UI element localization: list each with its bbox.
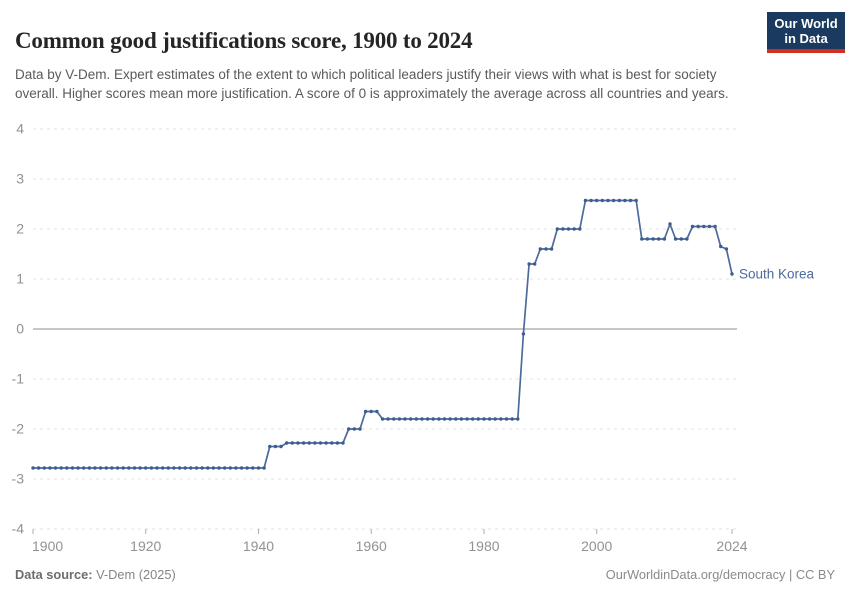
axis-labels-group: 4 3 2 1 0 -1 -2 -3 -4 1900 1920 1940 1960 1980 2000 202…	[12, 121, 748, 555]
y-axis-tick-label: 4	[16, 121, 24, 137]
owid-logo-line1: Our World	[774, 15, 838, 31]
x-axis-tick-label: 1900	[32, 538, 63, 554]
gridlines-group	[33, 128, 737, 530]
chart-title: Common good justifications score, 1900 t…	[15, 28, 473, 54]
y-axis-tick-label: 0	[16, 321, 24, 337]
owid-logo[interactable]: Our World in Data	[767, 12, 845, 53]
y-axis-tick-label: -2	[12, 421, 25, 437]
x-axis-tick-label: 1920	[130, 538, 161, 554]
series-line	[33, 199, 733, 469]
entity-label: South Korea	[739, 267, 815, 282]
x-axis-tick-label: 1960	[356, 538, 387, 554]
y-axis-tick-label: -1	[12, 371, 25, 387]
data-source-label: Data source:	[15, 567, 93, 582]
x-axis-tick-label: 1940	[243, 538, 274, 554]
chart-subtitle: Data by V-Dem. Expert estimates of the e…	[15, 66, 729, 101]
y-axis-tick-label: 2	[16, 221, 24, 237]
data-source-text: Data source: V-Dem (2025)	[15, 567, 176, 582]
y-axis-tick-label: 1	[16, 271, 24, 287]
x-axis-tick-label: 2024	[716, 538, 747, 554]
owid-url-link[interactable]: OurWorldinData.org/democracy | CC BY	[605, 567, 835, 582]
y-axis-tick-label: -3	[12, 471, 25, 487]
chart-footer: Data source: V-Dem (2025) OurWorldinData…	[15, 567, 835, 582]
x-axis-tick-label: 1980	[468, 538, 499, 554]
owid-logo-line2: in Data	[784, 30, 828, 46]
data-source-value: V-Dem (2025)	[92, 567, 176, 582]
x-axis-tick-label: 2000	[581, 538, 612, 554]
data-line-group	[31, 198, 734, 470]
y-axis-tick-label: 3	[16, 171, 24, 187]
y-axis-tick-label: -4	[12, 521, 25, 537]
